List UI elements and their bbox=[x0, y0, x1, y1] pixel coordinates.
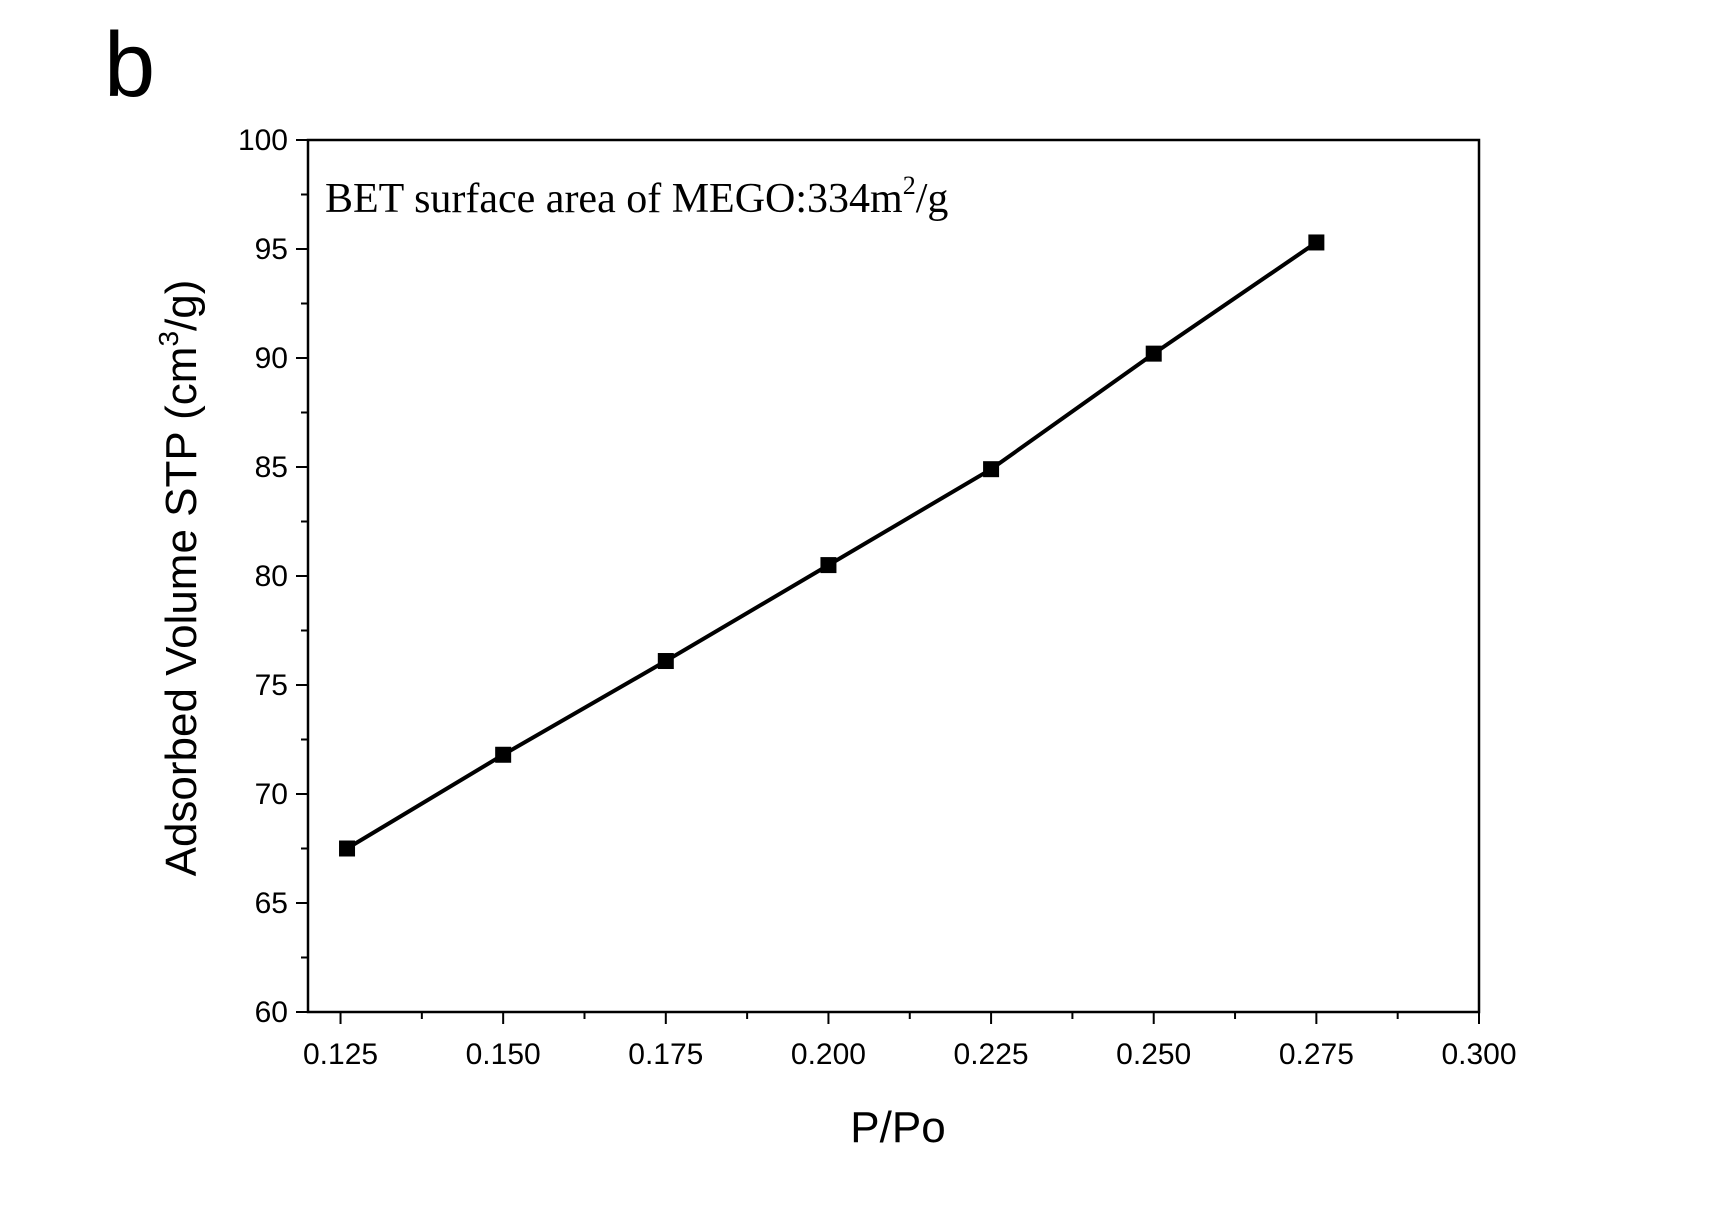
y-tick-label: 95 bbox=[255, 233, 288, 266]
y-axis-title-text: Adsorbed Volume STP (cm bbox=[157, 347, 206, 877]
y-tick-label: 70 bbox=[255, 778, 288, 811]
data-point-marker bbox=[339, 840, 356, 857]
data-point-marker bbox=[1145, 345, 1162, 362]
x-tick-label: 0.300 bbox=[1441, 1038, 1516, 1071]
data-point-marker bbox=[657, 653, 674, 670]
y-axis-title: Adsorbed Volume STP (cm3/g) bbox=[153, 280, 206, 877]
data-point-marker bbox=[983, 461, 1000, 478]
x-tick-label: 0.225 bbox=[954, 1038, 1029, 1071]
annotation-superscript: 2 bbox=[903, 171, 916, 200]
x-tick-label: 0.125 bbox=[303, 1038, 378, 1071]
x-axis-title: P/Po bbox=[850, 1103, 945, 1152]
annotation-text: BET surface area of MEGO:334m bbox=[325, 176, 903, 222]
y-tick-label: 85 bbox=[255, 451, 288, 484]
y-tick-label: 75 bbox=[255, 669, 288, 702]
annotation: BET surface area of MEGO:334m2/g bbox=[325, 171, 948, 222]
y-axis-title-superscript: 3 bbox=[153, 331, 184, 347]
y-tick-label: 100 bbox=[238, 124, 288, 157]
y-axis-title-tail: /g) bbox=[157, 280, 206, 331]
x-tick-label: 0.150 bbox=[466, 1038, 541, 1071]
data-point-marker bbox=[820, 557, 837, 574]
x-tick-label: 0.200 bbox=[791, 1038, 866, 1071]
data-point-marker bbox=[495, 746, 512, 763]
annotation-tail: /g bbox=[916, 176, 949, 222]
y-tick-label: 60 bbox=[255, 996, 288, 1029]
y-tick-label: 80 bbox=[255, 560, 288, 593]
data-point-marker bbox=[1308, 234, 1325, 251]
x-tick-label: 0.250 bbox=[1116, 1038, 1191, 1071]
y-tick-label: 65 bbox=[255, 887, 288, 920]
y-axis-ticks: 60 65 70 75 80 85 90 95 100 bbox=[238, 124, 308, 1029]
series-line bbox=[346, 240, 1318, 851]
series-markers bbox=[339, 234, 1325, 857]
panel-label: b bbox=[104, 14, 155, 116]
plot-frame bbox=[306, 138, 1481, 1014]
y-tick-label: 90 bbox=[255, 342, 288, 375]
x-tick-label: 0.175 bbox=[628, 1038, 703, 1071]
x-axis-ticks: 0.125 0.150 0.175 0.200 0.225 0.250 0.275 0.300 bbox=[303, 1012, 1517, 1071]
x-tick-label: 0.275 bbox=[1279, 1038, 1354, 1071]
